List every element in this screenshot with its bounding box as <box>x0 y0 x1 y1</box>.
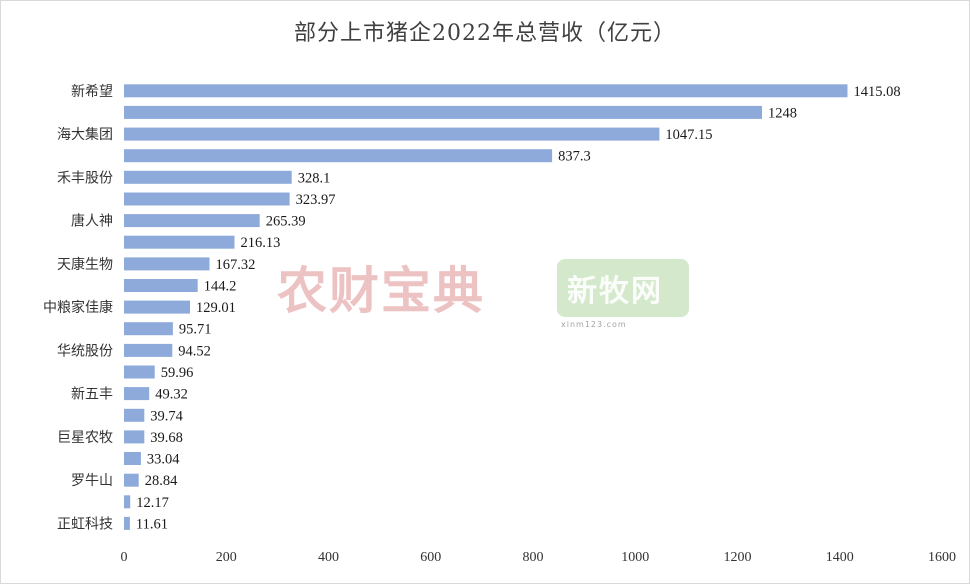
category-label: 巨星农牧 <box>57 430 113 446</box>
bar <box>124 149 553 163</box>
value-label: 39.68 <box>150 430 183 446</box>
value-label: 59.96 <box>161 365 194 381</box>
category-label: 新希望 <box>71 84 113 100</box>
value-label: 49.32 <box>155 387 188 403</box>
bar <box>124 343 173 357</box>
bar <box>124 495 131 509</box>
bar <box>124 322 173 336</box>
bar <box>124 516 130 530</box>
value-label: 837.3 <box>558 149 591 165</box>
x-tick-label: 1400 <box>826 550 854 565</box>
category-label: 唐人神 <box>71 213 113 230</box>
value-label: 144.2 <box>204 279 237 295</box>
x-tick-label: 1200 <box>724 550 752 565</box>
value-label: 39.74 <box>150 408 183 424</box>
x-tick-label: 400 <box>318 550 339 565</box>
bar <box>124 105 762 119</box>
x-tick-label: 200 <box>216 550 237 565</box>
bar <box>124 279 198 292</box>
category-label: 华统股份 <box>57 343 113 359</box>
category-label: 禾丰股份 <box>57 170 113 186</box>
bar <box>124 408 145 422</box>
value-label: 216.13 <box>241 235 281 251</box>
value-labels: 1415.08 1248 1047.15 837.3 328.1 323.97 265.39… <box>136 84 901 533</box>
bar <box>124 257 210 271</box>
bar <box>124 452 141 465</box>
x-tick-label: 1000 <box>621 550 649 565</box>
value-label: 323.97 <box>296 192 336 208</box>
category-label: 正虹科技 <box>57 516 113 532</box>
watermark-xinmu-url: xinm123.com <box>561 320 627 329</box>
watermark-xinmu-box <box>557 259 689 317</box>
bar <box>124 235 235 249</box>
category-labels: 新希望海大集团禾丰股份唐人神天康生物中粮家佳康华统股份新五丰巨星农牧罗牛山正虹科… <box>43 84 113 533</box>
bar <box>124 365 155 379</box>
watermark-xinmu: 新牧网 <box>567 274 663 309</box>
x-tick-label: 600 <box>420 550 441 565</box>
chart-title: 部分上市猪企2022年总营收（亿元） <box>294 21 676 46</box>
x-tick-label: 0 <box>121 550 128 565</box>
value-label: 94.52 <box>178 343 211 359</box>
value-label: 95.71 <box>179 322 212 338</box>
value-label: 1415.08 <box>854 84 901 100</box>
bar <box>124 430 145 444</box>
value-label: 1047.15 <box>665 127 712 143</box>
category-label: 罗牛山 <box>71 473 113 489</box>
bar <box>124 170 292 184</box>
value-label: 12.17 <box>136 495 169 511</box>
value-label: 328.1 <box>298 170 331 186</box>
category-label: 海大集团 <box>57 126 113 143</box>
x-axis-ticks: 0 200 400 600 800 1000 1200 1400 1600 <box>121 550 957 565</box>
bar <box>124 192 290 206</box>
x-tick-label: 800 <box>523 550 544 565</box>
value-label: 28.84 <box>145 473 178 489</box>
category-label: 天康生物 <box>57 256 113 273</box>
value-label: 167.32 <box>216 257 256 273</box>
bar <box>124 473 139 487</box>
value-label: 129.01 <box>196 300 236 316</box>
bars-group <box>124 84 848 530</box>
value-label: 1248 <box>768 105 797 121</box>
x-tick-label: 1600 <box>928 550 956 565</box>
bar <box>124 387 150 401</box>
value-label: 33.04 <box>147 452 180 468</box>
category-label: 新五丰 <box>71 387 113 403</box>
bar <box>124 300 190 314</box>
value-label: 11.61 <box>136 516 168 532</box>
bar <box>124 84 848 98</box>
bar <box>124 127 660 141</box>
category-label: 中粮家佳康 <box>43 299 113 316</box>
value-label: 265.39 <box>266 214 306 230</box>
bar <box>124 214 260 228</box>
watermark-nongcai: 农财宝典 <box>277 262 485 320</box>
